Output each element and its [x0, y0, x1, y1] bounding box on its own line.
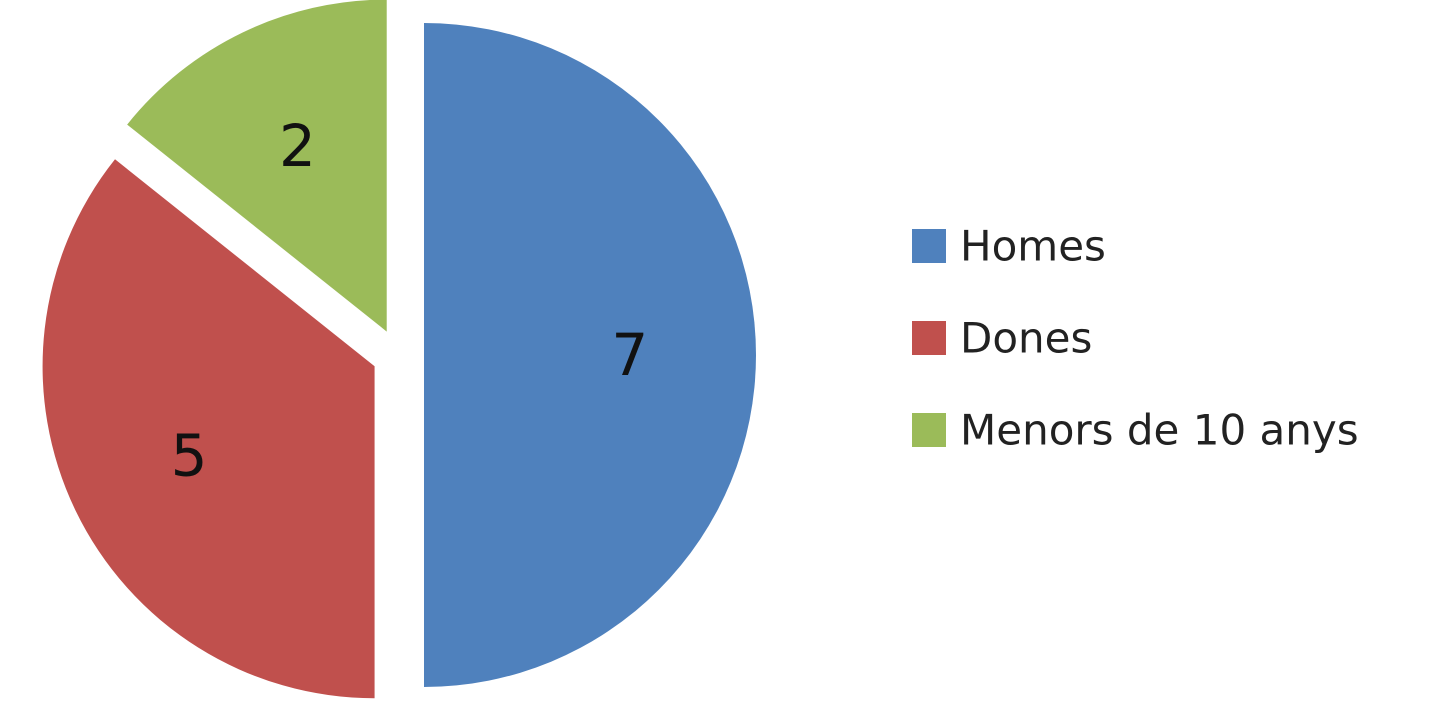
legend-swatch-menors-de-10-anys [912, 413, 946, 447]
pie-slice-dones [42, 159, 375, 699]
data-label-menors-de-10-anys: 2 [279, 112, 316, 180]
pie-data-labels: 7 5 2 [171, 112, 649, 489]
data-label-dones: 5 [171, 422, 208, 490]
pie-slices [42, 0, 756, 699]
data-label-homes: 7 [611, 321, 648, 389]
legend-label-homes: Homes [960, 222, 1106, 271]
pie-slice-menors-de-10-anys [127, 0, 387, 332]
chart-legend: Homes Dones Menors de 10 anys [912, 222, 1359, 455]
legend-swatch-dones [912, 321, 946, 355]
legend-label-menors-de-10-anys: Menors de 10 anys [960, 406, 1359, 455]
pie-slice-homes [424, 23, 756, 687]
legend-label-dones: Dones [960, 314, 1092, 363]
legend-swatch-homes [912, 229, 946, 263]
